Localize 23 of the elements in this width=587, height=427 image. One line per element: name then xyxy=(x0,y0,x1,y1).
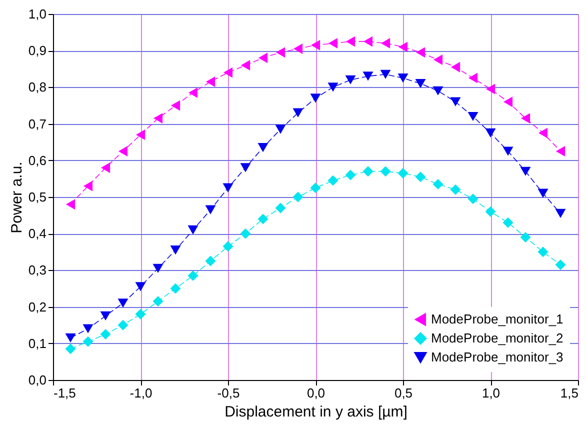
x-tick-label: 1,0 xyxy=(482,386,500,400)
legend-label: ModeProbe_monitor_3 xyxy=(431,350,564,364)
x-tick-label: -0,5 xyxy=(217,386,240,400)
y-tick-label: 0,6 xyxy=(28,152,46,168)
legend-label: ModeProbe_monitor_1 xyxy=(431,312,564,326)
y-tick-label: 0,0 xyxy=(28,372,46,388)
x-axis-title: Displacement in y axis [µm] xyxy=(224,404,408,420)
y-tick-label: 0,9 xyxy=(28,43,46,58)
y-tick-label: 0,3 xyxy=(28,262,46,278)
x-tick-label: 1,5 xyxy=(560,386,578,400)
y-tick-label: 0,5 xyxy=(28,190,46,204)
y-tick-label: 0,1 xyxy=(28,336,46,351)
y-tick-label: 0,4 xyxy=(28,226,46,242)
x-tick-label: -1,0 xyxy=(130,386,152,400)
y-tick-label: 1,0 xyxy=(28,6,46,22)
x-tick-label: 0,0 xyxy=(306,386,326,400)
y-tick-label: 0,7 xyxy=(28,116,46,132)
y-tick-label: 0,8 xyxy=(28,80,46,95)
y-tick-label: 0,2 xyxy=(28,299,46,314)
x-tick-label: -1,5 xyxy=(54,386,76,400)
legend-label: ModeProbe_monitor_2 xyxy=(431,330,564,346)
y-axis-title: Power a.u. xyxy=(8,162,26,234)
x-tick-label: 0,5 xyxy=(394,386,413,400)
